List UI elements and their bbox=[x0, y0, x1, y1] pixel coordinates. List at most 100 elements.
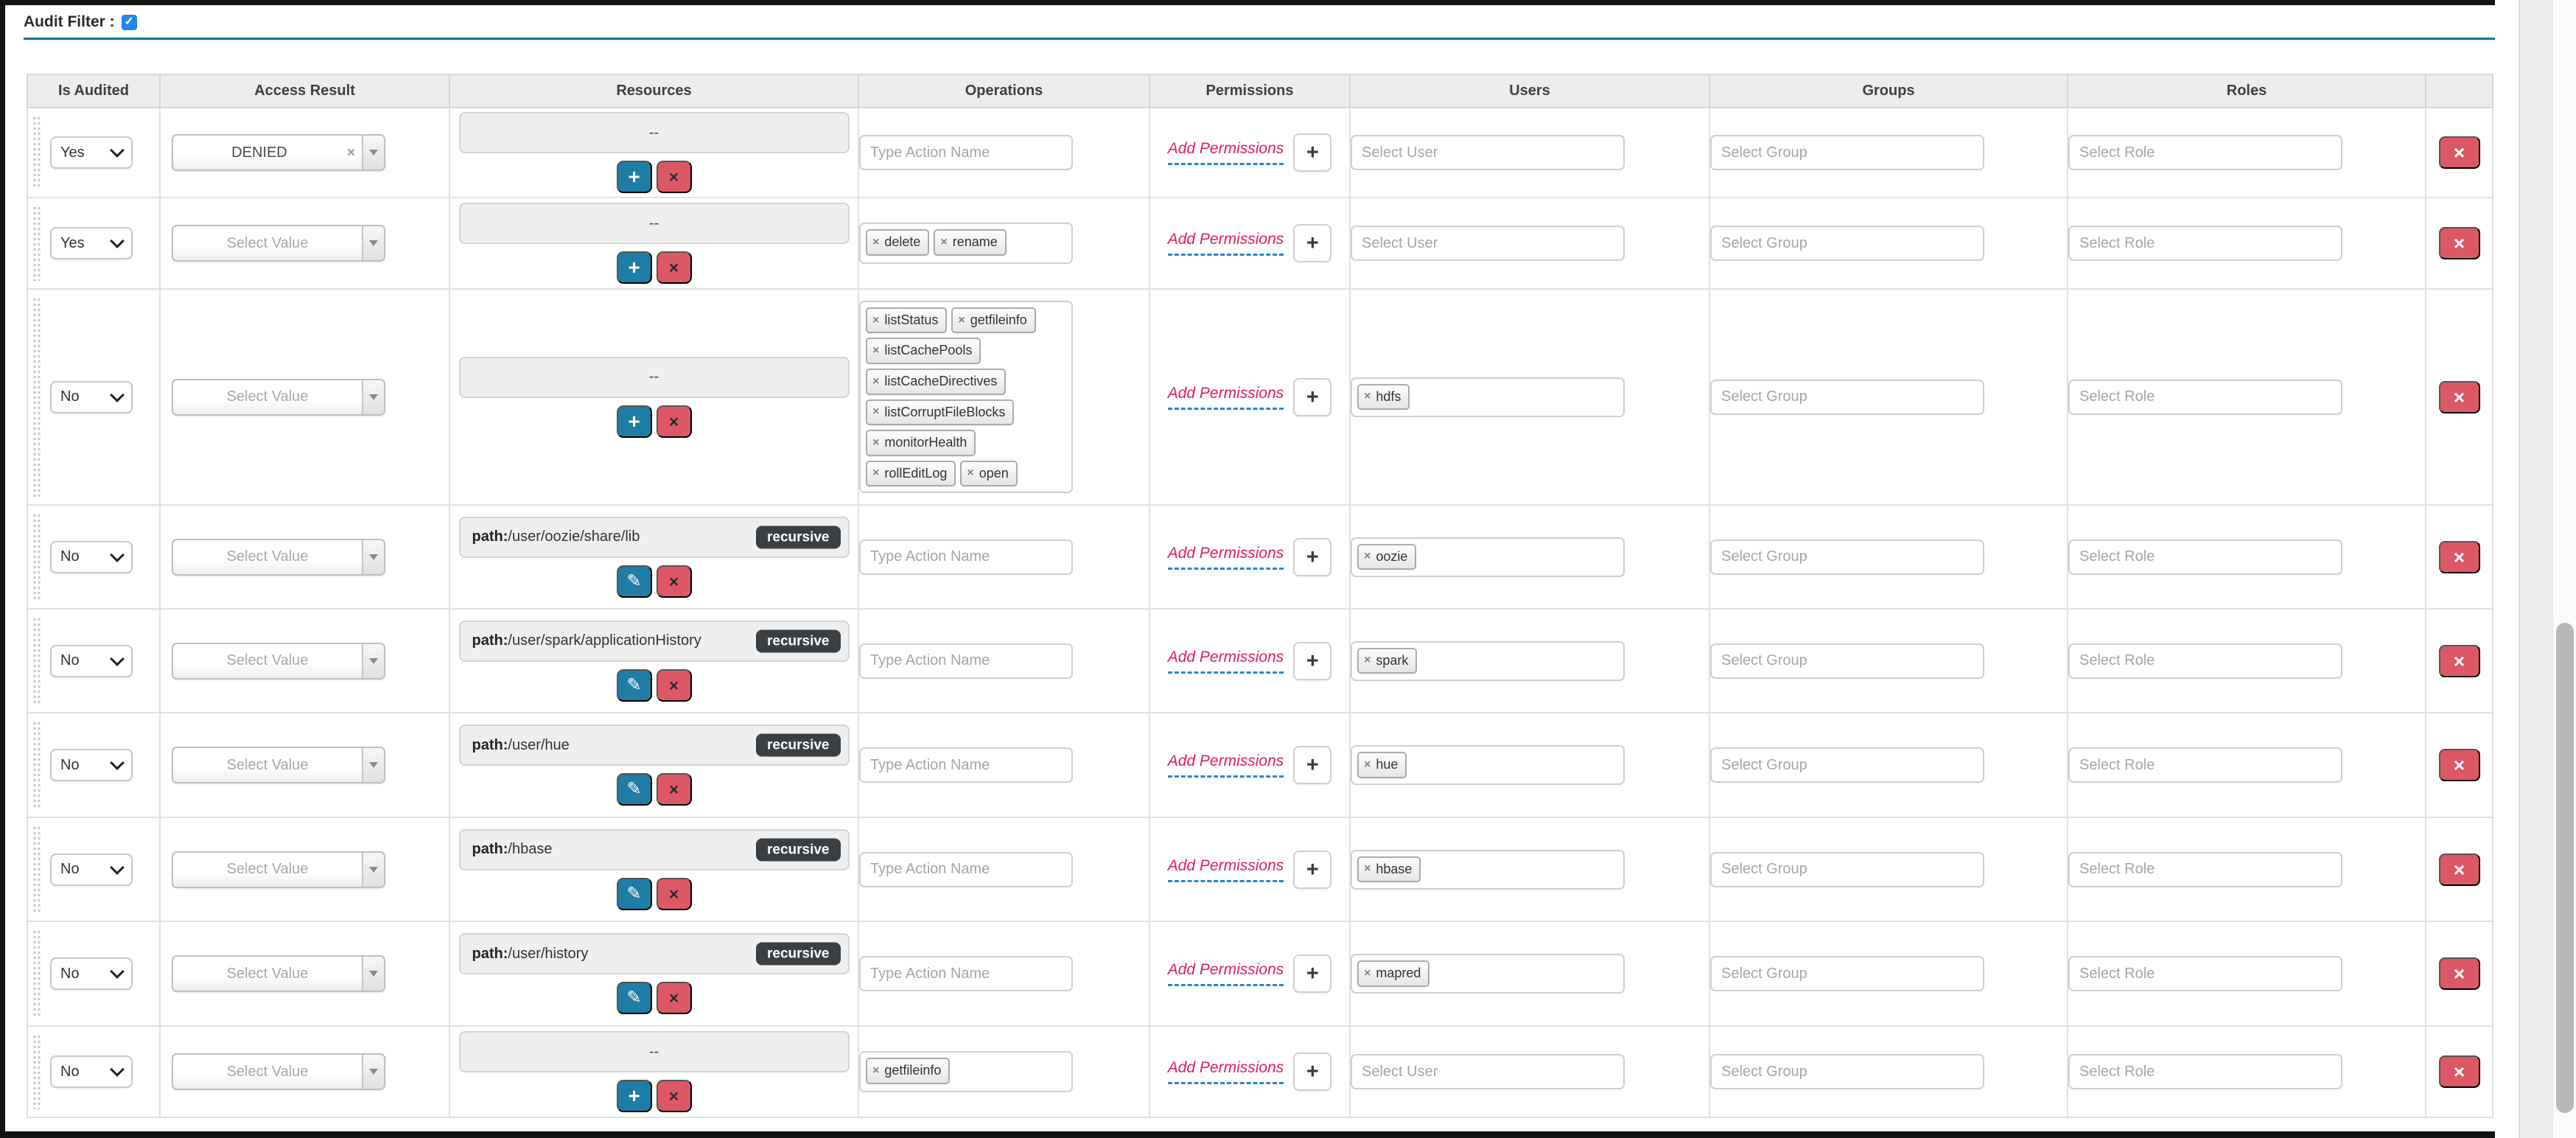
operations-tags-box[interactable]: × listStatus × getfileinfo × listCachePools × l… bbox=[859, 300, 1073, 494]
remove-tag-icon[interactable]: × bbox=[958, 313, 965, 327]
add-permission-button[interactable]: + bbox=[1293, 1053, 1332, 1091]
row-drag-handle[interactable] bbox=[32, 513, 42, 601]
select-role-input[interactable] bbox=[2068, 1054, 2342, 1089]
remove-tag-icon[interactable]: × bbox=[872, 344, 880, 357]
select-arrow-button[interactable] bbox=[362, 852, 384, 887]
remove-tag-icon[interactable]: × bbox=[1364, 862, 1371, 876]
remove-resource-button[interactable]: × bbox=[656, 669, 692, 702]
access-result-select[interactable]: Select Value bbox=[172, 642, 385, 680]
select-arrow-button[interactable] bbox=[362, 748, 384, 782]
operations-input[interactable] bbox=[859, 135, 1073, 170]
add-resource-button[interactable]: + bbox=[616, 405, 652, 438]
remove-tag-icon[interactable]: × bbox=[872, 405, 880, 419]
select-role-input[interactable] bbox=[2068, 643, 2342, 679]
operation-tag[interactable]: × open bbox=[960, 460, 1018, 487]
add-permissions-link[interactable]: Add Permissions bbox=[1167, 385, 1284, 410]
edit-resource-button[interactable]: ✎ bbox=[616, 877, 652, 910]
delete-row-button[interactable]: × bbox=[2438, 380, 2480, 413]
remove-tag-icon[interactable]: × bbox=[1364, 390, 1371, 403]
operation-tag[interactable]: × rollEditLog bbox=[866, 460, 956, 487]
is-audited-select[interactable]: No bbox=[50, 540, 133, 573]
user-tag[interactable]: × mapred bbox=[1357, 960, 1430, 987]
edit-resource-button[interactable]: ✎ bbox=[616, 773, 652, 806]
select-user-input[interactable] bbox=[1351, 135, 1625, 170]
inner-scrollbar-track[interactable] bbox=[2519, 0, 2552, 1138]
remove-tag-icon[interactable]: × bbox=[872, 436, 880, 449]
select-arrow-button[interactable] bbox=[362, 643, 384, 678]
access-result-select[interactable]: Select Value bbox=[172, 747, 385, 783]
is-audited-select[interactable]: No bbox=[50, 957, 133, 990]
row-drag-handle[interactable] bbox=[32, 206, 42, 281]
user-tag[interactable]: × hue bbox=[1357, 752, 1407, 778]
access-result-select[interactable]: Select Value bbox=[172, 225, 385, 262]
add-permissions-link[interactable]: Add Permissions bbox=[1167, 857, 1284, 882]
select-role-input[interactable] bbox=[2068, 851, 2342, 887]
select-role-input[interactable] bbox=[2068, 539, 2342, 575]
add-permission-button[interactable]: + bbox=[1293, 133, 1332, 172]
delete-row-button[interactable]: × bbox=[2438, 853, 2480, 886]
is-audited-select[interactable]: No bbox=[50, 1055, 133, 1088]
page-scrollbar-track[interactable] bbox=[2552, 0, 2576, 1138]
select-group-input[interactable] bbox=[1710, 539, 1984, 575]
user-tag[interactable]: × oozie bbox=[1357, 543, 1417, 570]
add-permissions-link[interactable]: Add Permissions bbox=[1167, 961, 1284, 986]
operations-tags-box[interactable]: × delete × rename bbox=[859, 223, 1073, 264]
add-permission-button[interactable]: + bbox=[1293, 850, 1332, 889]
remove-resource-button[interactable]: × bbox=[656, 251, 692, 284]
remove-resource-button[interactable]: × bbox=[656, 773, 692, 806]
operations-tags-box[interactable]: × getfileinfo bbox=[859, 1051, 1073, 1092]
add-permission-button[interactable]: + bbox=[1293, 954, 1332, 993]
select-role-input[interactable] bbox=[2068, 226, 2342, 261]
select-group-input[interactable] bbox=[1710, 226, 1984, 261]
is-audited-select[interactable]: Yes bbox=[50, 136, 133, 169]
remove-tag-icon[interactable]: × bbox=[872, 313, 880, 327]
remove-tag-icon[interactable]: × bbox=[1364, 758, 1371, 771]
clear-selection-icon[interactable]: × bbox=[346, 144, 355, 161]
access-result-select[interactable]: Select Value bbox=[172, 378, 385, 416]
access-result-select[interactable]: Select Value bbox=[172, 1053, 385, 1090]
delete-row-button[interactable]: × bbox=[2438, 136, 2480, 169]
remove-tag-icon[interactable]: × bbox=[872, 235, 880, 248]
add-permissions-link[interactable]: Add Permissions bbox=[1167, 649, 1284, 674]
remove-resource-button[interactable]: × bbox=[656, 405, 692, 438]
access-result-select[interactable]: DENIED × bbox=[172, 134, 385, 171]
add-permissions-link[interactable]: Add Permissions bbox=[1167, 231, 1284, 256]
users-tags-box[interactable]: × hue bbox=[1351, 745, 1625, 785]
edit-resource-button[interactable]: ✎ bbox=[616, 982, 652, 1014]
operations-input[interactable] bbox=[859, 956, 1073, 991]
operations-input[interactable] bbox=[859, 851, 1073, 887]
select-arrow-button[interactable] bbox=[362, 540, 384, 574]
user-tag[interactable]: × hbase bbox=[1357, 856, 1421, 883]
select-arrow-button[interactable] bbox=[362, 226, 384, 260]
select-arrow-button[interactable] bbox=[362, 957, 384, 991]
add-permissions-link[interactable]: Add Permissions bbox=[1167, 140, 1284, 165]
remove-resource-button[interactable]: × bbox=[656, 1080, 692, 1112]
add-resource-button[interactable]: + bbox=[616, 161, 652, 193]
access-result-select[interactable]: Select Value bbox=[172, 955, 385, 992]
remove-tag-icon[interactable]: × bbox=[872, 467, 880, 480]
select-group-input[interactable] bbox=[1710, 379, 1984, 415]
row-drag-handle[interactable] bbox=[32, 116, 42, 189]
operation-tag[interactable]: × delete bbox=[866, 229, 930, 256]
remove-resource-button[interactable]: × bbox=[656, 565, 692, 598]
select-role-input[interactable] bbox=[2068, 379, 2342, 415]
operations-input[interactable] bbox=[859, 747, 1073, 783]
operation-tag[interactable]: × listStatus bbox=[866, 307, 948, 334]
users-tags-box[interactable]: × oozie bbox=[1351, 537, 1625, 577]
add-permission-button[interactable]: + bbox=[1293, 537, 1332, 576]
select-user-input[interactable] bbox=[1351, 1054, 1625, 1089]
remove-tag-icon[interactable]: × bbox=[1364, 966, 1371, 980]
edit-resource-button[interactable]: ✎ bbox=[616, 669, 652, 702]
select-group-input[interactable] bbox=[1710, 135, 1984, 170]
row-drag-handle[interactable] bbox=[32, 1034, 42, 1109]
user-tag[interactable]: × spark bbox=[1357, 647, 1418, 674]
delete-row-button[interactable]: × bbox=[2438, 749, 2480, 781]
is-audited-select[interactable]: Yes bbox=[50, 227, 133, 259]
delete-row-button[interactable]: × bbox=[2438, 644, 2480, 677]
remove-tag-icon[interactable]: × bbox=[1364, 654, 1371, 667]
add-permission-button[interactable]: + bbox=[1293, 377, 1332, 416]
remove-tag-icon[interactable]: × bbox=[1364, 550, 1371, 563]
operation-tag[interactable]: × getfileinfo bbox=[866, 1058, 951, 1084]
users-tags-box[interactable]: × mapred bbox=[1351, 954, 1625, 994]
select-group-input[interactable] bbox=[1710, 1054, 1984, 1089]
